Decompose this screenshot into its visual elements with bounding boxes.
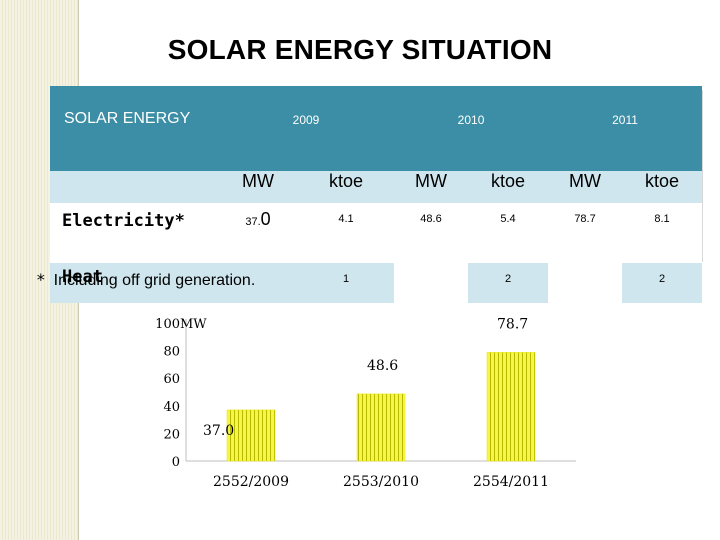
slide-title: SOLAR ENERGY SITUATION [167,34,553,65]
units-row-label-cell [50,171,218,203]
footnote: * Including off grid generation. [36,270,255,290]
solar-mw-bar-chart: 0 20 40 60 80 100 MW 37.0 2552/2009 48.6 2553/2010… [155,316,576,490]
y-tick-label-20: 20 [163,427,180,442]
footnote-marker: * [36,270,46,289]
unit-mw-2009: MW [218,171,298,203]
x-category-label-2552-2009: 2552/2009 [213,474,289,490]
y-unit-label: MW [180,317,207,332]
unit-mw-2011: MW [548,171,623,203]
cell-heat-mw-2011 [548,263,623,303]
cell-electricity-ktoe-2011: 8.1 [622,203,703,263]
x-category-label-2554-2011: 2554/2011 [473,474,549,490]
header-year-2010: 2010 [394,86,549,171]
x-category-label-2553-2010: 2553/2010 [343,474,419,490]
unit-ktoe-2009: ktoe [298,171,395,203]
bar-2554-2011 [486,352,536,462]
cell-electricity-mw-2009-suffix: 0 [260,209,271,229]
data-label-2552-2009: 37.0 [203,423,234,439]
bar-2552-2009 [226,409,276,462]
table-row-heat: Heat 1 2 2 [50,263,703,303]
solar-energy-table: SOLAR ENERGY 2009 2010 2011 MW ktoe MW k… [50,86,703,303]
y-tick-label-60: 60 [163,372,180,387]
cell-heat-mw-2010 [394,263,469,303]
cell-electricity-mw-2011: 78.7 [548,203,623,263]
table-row-electricity: Electricity* 37.0 4.1 48.6 5.4 78.7 8.1 [50,203,703,263]
header-solar-energy: SOLAR ENERGY [50,86,218,171]
data-label-2553-2010: 48.6 [367,358,398,374]
cell-electricity-ktoe-2010: 5.4 [468,203,549,263]
row-label-electricity: Electricity* [50,203,218,263]
cell-heat-ktoe-2011: 2 [622,263,703,303]
bar-2553-2010 [356,393,406,462]
header-year-2011: 2011 [548,86,703,171]
cell-electricity-mw-2009: 37.0 [218,203,298,263]
cell-heat-ktoe-2009: 1 [298,263,395,303]
unit-mw-2010: MW [394,171,469,203]
footnote-text: Including off grid generation. [53,272,256,289]
data-label-2554-2011: 78.7 [497,316,528,332]
unit-ktoe-2010: ktoe [468,171,549,203]
cell-electricity-mw-2010: 48.6 [394,203,469,263]
y-tick-label-80: 80 [163,345,180,360]
y-tick-label-40: 40 [163,400,180,415]
y-tick-label-0: 0 [172,455,180,470]
cell-electricity-mw-2009-prefix: 37. [245,216,261,228]
table-units-row: MW ktoe MW ktoe MW ktoe [50,171,703,203]
row-label-heat: Heat [50,263,218,303]
cell-heat-ktoe-2010: 2 [468,263,549,303]
cell-heat-mw-2009 [218,263,298,303]
unit-ktoe-2011: ktoe [622,171,703,203]
table-header-row: SOLAR ENERGY 2009 2010 2011 [50,86,703,171]
header-year-2009: 2009 [218,86,395,171]
y-tick-label-100: 100 [155,317,180,332]
cell-electricity-ktoe-2009: 4.1 [298,203,395,263]
